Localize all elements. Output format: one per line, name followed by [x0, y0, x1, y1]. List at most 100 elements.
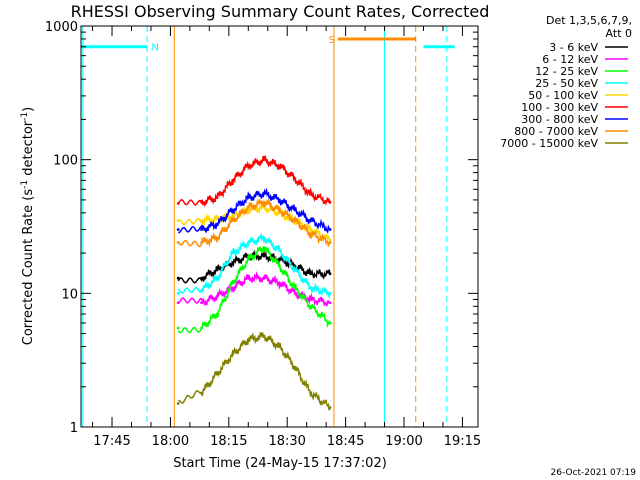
data-point — [200, 326, 203, 330]
data-point — [278, 198, 281, 202]
data-point — [215, 268, 219, 272]
data-point — [309, 304, 312, 308]
data-point — [231, 219, 235, 223]
data-point — [278, 208, 281, 212]
data-point — [231, 261, 235, 264]
legend-header-attenuator: Att 0 — [606, 27, 632, 40]
y-tick-label: 100 — [53, 154, 78, 169]
data-point — [293, 219, 297, 223]
data-point — [176, 402, 180, 405]
data-point — [215, 276, 219, 280]
data-point — [215, 217, 219, 221]
legend-label: 100 - 300 keV — [521, 101, 598, 114]
saa-flag-label: S — [329, 35, 335, 46]
data-point — [215, 372, 219, 376]
data-point — [278, 248, 281, 252]
data-point — [309, 391, 312, 395]
data-point — [278, 264, 281, 268]
data-point — [262, 276, 266, 280]
x-axis-label: Start Time (24-May-15 17:37:02) — [173, 456, 387, 471]
data-point — [231, 281, 235, 285]
data-point — [262, 254, 266, 258]
x-tick-label: 19:00 — [385, 434, 422, 449]
series-line — [178, 187, 331, 234]
data-point — [200, 200, 203, 204]
series-line — [177, 155, 331, 208]
data-point — [293, 291, 297, 295]
series-800-7000keV — [176, 198, 332, 248]
data-point — [309, 298, 312, 301]
y-tick-label: 10 — [61, 287, 78, 302]
data-point — [200, 301, 203, 305]
data-point — [231, 286, 235, 290]
data-point — [309, 286, 312, 290]
data-point — [328, 272, 332, 276]
data-point — [246, 241, 250, 244]
data-point — [309, 232, 312, 235]
data-point — [176, 219, 180, 223]
data-point — [293, 365, 297, 369]
data-point — [293, 286, 297, 290]
data-point — [215, 222, 219, 226]
plot-area: NS — [81, 26, 455, 427]
data-point — [200, 289, 203, 292]
series-line — [177, 232, 331, 300]
data-point — [176, 326, 180, 330]
legend-label: 12 - 25 keV — [535, 65, 598, 78]
data-point — [176, 291, 180, 295]
data-point — [278, 164, 281, 168]
data-point — [200, 219, 203, 223]
data-point — [246, 196, 250, 200]
data-point — [231, 352, 235, 356]
series-25-50keV — [176, 232, 332, 300]
data-point — [328, 301, 332, 305]
data-point — [293, 268, 297, 272]
data-point — [328, 228, 332, 231]
series-line — [178, 331, 331, 411]
data-point — [246, 257, 250, 261]
x-tick-label: 18:00 — [152, 434, 189, 449]
data-point — [328, 291, 332, 295]
data-point — [215, 236, 219, 240]
data-point — [278, 345, 281, 348]
data-point — [231, 178, 235, 182]
x-tick-label: 19:15 — [444, 434, 481, 449]
data-point — [328, 241, 332, 244]
data-point — [215, 294, 219, 298]
legend-label: 25 - 50 keV — [535, 77, 598, 90]
legend-label: 50 - 100 keV — [528, 89, 598, 102]
data-point — [215, 312, 219, 316]
y-tick-label: 1 — [70, 421, 78, 436]
data-point — [176, 202, 180, 205]
legend-label: 300 - 800 keV — [521, 113, 598, 126]
data-point — [293, 177, 297, 181]
data-point — [262, 246, 266, 249]
data-point — [262, 236, 266, 240]
x-tick-label: 18:45 — [327, 434, 364, 449]
data-point — [309, 219, 312, 223]
data-point — [328, 321, 332, 325]
x-tick-label: 18:30 — [268, 434, 305, 449]
data-point — [246, 338, 250, 342]
data-point — [293, 208, 297, 212]
data-point — [246, 164, 250, 168]
plot-frame — [80, 25, 479, 428]
data-point — [246, 205, 250, 209]
data-point — [176, 241, 180, 244]
series-300-800keV — [176, 187, 332, 234]
data-point — [200, 391, 203, 395]
data-point — [328, 238, 332, 242]
legend-header-detectors: Det 1,3,5,6,7,9, — [546, 14, 632, 27]
data-point — [176, 276, 180, 280]
x-axis: 17:45 18:00 18:15 18:30 18:45 19:00 19:15 — [92, 26, 481, 449]
series-12-25keV — [176, 246, 332, 334]
data-point — [176, 301, 180, 305]
x-tick-label: 18:15 — [210, 434, 247, 449]
night-flag-label: N — [151, 43, 158, 54]
data-point — [262, 200, 266, 204]
data-point — [262, 191, 266, 195]
data-point — [328, 406, 332, 409]
data-point — [215, 196, 219, 200]
